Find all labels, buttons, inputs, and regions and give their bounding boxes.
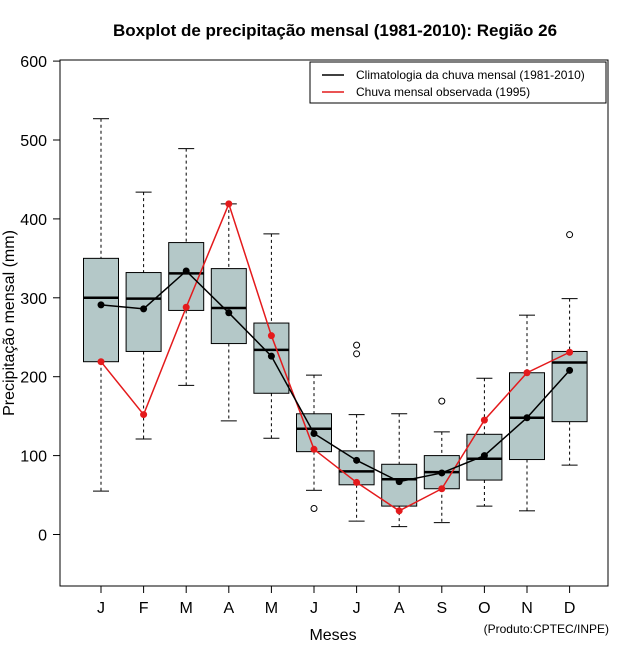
x-tick-label: D [564, 600, 576, 617]
x-tick-label: M [180, 600, 193, 617]
y-tick-label: 400 [20, 212, 47, 229]
climatology-line [100, 269, 571, 483]
series-lines-group [97, 200, 574, 515]
box-10 [466, 377, 503, 507]
boxes-group [83, 118, 588, 528]
iqr-box [381, 463, 418, 507]
x-tick-label: A [223, 600, 234, 617]
box-2 [125, 191, 162, 440]
y-tick-label: 500 [20, 133, 47, 150]
climatology-point [353, 456, 361, 464]
product-credit: (Produto:CPTEC/INPE) [484, 622, 609, 636]
box-6 [296, 374, 332, 512]
legend-climatology-label: Climatologia da chuva mensal (1981-2010) [356, 68, 585, 82]
climatology-point [182, 267, 190, 275]
y-tick-label: 300 [20, 291, 47, 308]
observed-point [310, 445, 318, 453]
observed-point [438, 485, 446, 493]
box-1 [83, 118, 119, 492]
observed-line [100, 201, 570, 512]
x-tick-label: M [265, 600, 278, 617]
y-axis-label: Precipitação mensal (mm) [1, 230, 18, 416]
x-tick-label: N [521, 600, 533, 617]
y-tick-label: 600 [20, 54, 47, 71]
climatology-point [267, 352, 275, 360]
climatology-point [395, 478, 403, 486]
y-tick-label: 0 [38, 528, 47, 545]
observed-point [523, 369, 531, 377]
box-12 [551, 231, 588, 466]
outlier-point [353, 341, 361, 349]
observed-point [353, 478, 361, 486]
box-7 [338, 341, 375, 522]
y-axis: 0 100 200 300 400 500 600 [20, 54, 60, 545]
outlier-point [566, 231, 574, 239]
climatology-point [523, 414, 531, 422]
climatology-point [225, 309, 233, 317]
climatology-point [140, 305, 148, 313]
climatology-point [438, 469, 446, 477]
box-9 [423, 397, 460, 524]
observed-point [140, 411, 148, 419]
box-3 [168, 148, 205, 386]
x-tick-label: S [436, 600, 447, 617]
x-tick-label: O [478, 600, 490, 617]
box-11 [509, 314, 545, 512]
climatology-point [480, 452, 488, 460]
outlier-point [310, 504, 318, 512]
y-tick-label: 100 [20, 449, 47, 466]
legend: Climatologia da chuva mensal (1981-2010)… [309, 61, 607, 104]
legend-box [309, 61, 607, 104]
observed-point [97, 358, 105, 366]
plot-frame [59, 59, 609, 587]
observed-point [480, 416, 488, 424]
y-tick-label: 200 [20, 370, 47, 387]
x-axis-label: Meses [309, 627, 356, 644]
x-tick-label: J [310, 600, 318, 617]
observed-point [395, 507, 403, 515]
observed-point [182, 303, 190, 311]
x-tick-label: J [353, 600, 361, 617]
box-4 [210, 203, 247, 422]
observed-point [566, 348, 574, 356]
climatology-point [566, 366, 574, 374]
climatology-point [310, 430, 318, 438]
outlier-point [438, 397, 446, 405]
iqr-box [210, 268, 247, 345]
x-tick-label: F [139, 600, 149, 617]
observed-point [225, 200, 233, 208]
iqr-box [83, 257, 119, 363]
climatology-point [97, 301, 105, 309]
chart-title: Boxplot de precipitação mensal (1981-201… [113, 21, 557, 40]
observed-point [267, 332, 275, 340]
x-tick-label: J [97, 600, 105, 617]
legend-observed-label: Chuva mensal observada (1995) [356, 85, 530, 99]
outlier-point [353, 350, 361, 358]
x-tick-label: A [394, 600, 405, 617]
